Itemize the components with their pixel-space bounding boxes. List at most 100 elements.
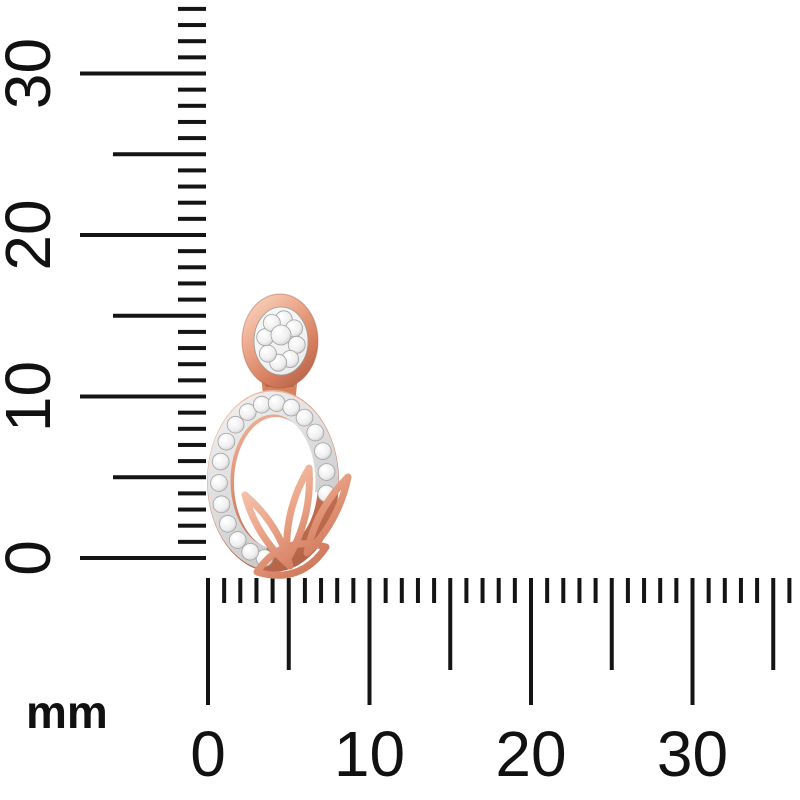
h-ruler-tick — [238, 578, 243, 603]
h-ruler-tick — [270, 578, 275, 603]
stone-sparkle — [271, 397, 277, 403]
h-ruler-tick — [399, 578, 404, 603]
lotus-center-petal — [283, 464, 313, 564]
stone-sparkle — [221, 436, 227, 442]
v-ruler-tick — [178, 55, 206, 60]
h-ruler-tick — [432, 578, 437, 603]
h-ruler-tick — [415, 578, 420, 603]
v-ruler-tick — [178, 249, 206, 254]
h-ruler-tick — [722, 578, 727, 603]
stone-sparkle — [285, 353, 291, 359]
stone-sparkle — [299, 412, 305, 418]
v-ruler-tick — [80, 394, 206, 399]
hoop-diamond — [317, 463, 336, 481]
h-ruler-label: 10 — [334, 718, 405, 790]
h-ruler-tick — [787, 578, 792, 603]
h-ruler-tick — [254, 578, 259, 603]
h-ruler-tick — [738, 578, 743, 603]
stone-sparkle — [317, 445, 323, 451]
v-ruler-tick — [178, 378, 206, 383]
stud-diamond — [258, 344, 277, 363]
stone-sparkle — [232, 534, 238, 540]
hoop-diamond — [212, 495, 231, 514]
v-ruler-tick — [178, 6, 206, 11]
v-ruler-tick — [178, 362, 206, 367]
v-ruler-tick — [178, 507, 206, 512]
stone-sparkle — [321, 488, 327, 494]
stone-sparkle — [213, 477, 220, 483]
stone-sparkle — [260, 331, 266, 337]
h-ruler-tick — [319, 578, 324, 603]
h-ruler-tick — [512, 578, 517, 603]
stone-sparkle — [291, 339, 297, 345]
v-ruler-tick — [178, 523, 206, 528]
h-ruler-tick — [690, 578, 695, 705]
stone-sparkle — [216, 498, 222, 504]
hoop-diamond — [226, 415, 245, 434]
hoop-diamond — [219, 515, 237, 533]
lotus-right-petal — [303, 473, 352, 557]
v-ruler-tick — [178, 119, 206, 124]
hoop-diamond — [241, 542, 260, 561]
hoop-diamond — [252, 395, 271, 414]
v-ruler-label: 20 — [0, 199, 64, 270]
h-ruler-tick — [561, 578, 566, 603]
hoop-diamond — [228, 531, 247, 549]
v-ruler-tick — [178, 23, 206, 28]
h-ruler-tick — [367, 578, 372, 705]
v-ruler-tick — [178, 184, 206, 189]
stone-sparkle — [256, 399, 262, 405]
h-ruler-tick — [609, 578, 614, 670]
stone-sparkle — [278, 313, 284, 319]
h-ruler-tick — [222, 578, 227, 603]
v-ruler-tick — [178, 281, 206, 286]
v-ruler-label: 10 — [0, 361, 64, 432]
h-ruler-label: 30 — [657, 718, 728, 790]
unit-label: mm — [26, 686, 108, 738]
v-ruler-tick — [178, 410, 206, 415]
v-ruler-tick — [80, 71, 206, 76]
stud-center-diamond — [270, 324, 292, 346]
horizontal-ruler: 0 10 20 30 — [190, 578, 792, 790]
v-ruler-tick — [178, 265, 206, 270]
v-ruler-tick — [178, 297, 206, 302]
v-ruler-tick — [178, 136, 206, 141]
stone-sparkle — [262, 348, 268, 354]
h-ruler-tick — [625, 578, 630, 603]
v-ruler-tick — [80, 233, 206, 237]
h-ruler-tick — [674, 578, 679, 603]
v-ruler-tick — [178, 491, 206, 496]
hoop-diamond — [295, 408, 314, 427]
stone-sparkle — [286, 402, 292, 408]
h-ruler-tick — [577, 578, 582, 603]
v-ruler-tick — [178, 200, 206, 205]
v-ruler-tick — [178, 216, 206, 221]
stone-sparkle — [289, 322, 295, 328]
v-ruler-label: 30 — [0, 38, 64, 109]
v-ruler-tick — [113, 313, 206, 318]
h-ruler-tick — [496, 578, 501, 603]
h-ruler-tick — [335, 578, 340, 603]
stone-sparkle — [310, 427, 316, 433]
v-ruler-tick — [113, 152, 206, 157]
v-ruler-tick — [80, 556, 206, 560]
h-ruler-tick — [464, 578, 469, 603]
h-ruler-label: 0 — [190, 718, 226, 790]
v-ruler-tick — [178, 103, 206, 108]
h-ruler-tick — [448, 578, 453, 670]
hoop-diamond — [314, 442, 332, 460]
h-ruler-tick — [529, 578, 533, 705]
stone-sparkle — [215, 456, 221, 462]
lotus-left-petal — [241, 491, 294, 570]
h-ruler-tick — [351, 578, 356, 603]
earring — [207, 293, 352, 579]
stone-sparkle — [321, 466, 327, 472]
h-ruler-tick — [545, 578, 550, 603]
h-ruler-tick — [302, 578, 307, 603]
v-ruler-tick — [113, 475, 206, 480]
hoop-diamond — [210, 474, 228, 492]
h-ruler-label: 20 — [495, 718, 566, 790]
stone-sparkle — [242, 406, 248, 412]
h-ruler-tick — [383, 578, 388, 603]
